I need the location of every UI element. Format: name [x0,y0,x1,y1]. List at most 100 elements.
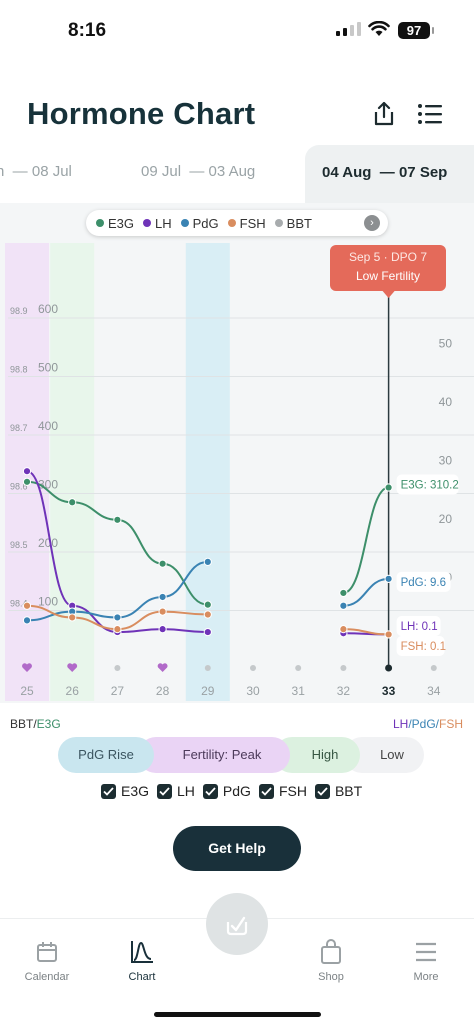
x-tick-label: 31 [292,684,306,698]
chart-icon [131,941,153,963]
home-indicator [154,1012,321,1017]
callout-e3g-box [396,474,459,495]
right-tick-label: 20 [439,512,453,526]
toggle-e3g[interactable]: E3G [101,783,149,799]
data-point-pdg [339,601,348,610]
toggle-pdg[interactable]: PdG [202,783,251,799]
legend-expand-icon[interactable]: › [364,215,380,231]
checkbox-checked-icon[interactable] [314,783,330,799]
axis-tag-pdg: /PdG/ [408,717,439,731]
series-line-e3g [343,486,389,594]
callout-pdg-box [396,571,451,592]
callout-e3g-text: E3G: 310.2 [401,480,459,492]
data-point-fsh [158,607,167,616]
data-point-pdg [22,616,32,625]
bbt-tick-label: 98.7 [10,423,28,433]
tab-shop[interactable]: Shop [291,937,371,983]
tooltip-box [330,245,446,291]
callout-fsh: FSH: 0.1 [396,636,446,656]
range-prev-prev[interactable]: n — 08 Jul [0,163,72,180]
data-point-lh [158,625,167,634]
page-title: Hormone Chart [27,96,256,131]
wifi-icon [368,21,390,36]
heart-icon [67,663,78,672]
checkbox-checked-icon[interactable] [202,783,218,799]
toggle-lh[interactable]: LH [157,783,195,799]
day-dot [295,665,302,671]
checkbox-checked-icon[interactable] [157,783,173,799]
get-help-button[interactable]: Get Help [173,826,301,871]
data-point-e3g [203,600,212,609]
day-dot [340,665,347,671]
test-check-icon [226,916,248,936]
data-point-fsh [22,601,32,610]
tab-label: Shop [318,971,344,983]
data-point-lh [22,467,32,476]
data-point-pdg [158,592,167,602]
chart-svg[interactable]: 100 98.4 200 98.5 300 98.6 400 98.7 500 98.8 600 98… [0,203,474,703]
e3g-tick-label: 100 [38,595,58,609]
tooltip-line1: Sep 5 · DPO 7 [349,250,427,264]
e3g-tick-label: 500 [38,361,58,375]
callout-pdg: PdG: 9.6 [396,571,451,592]
right-tick-label: 30 [439,454,453,468]
status-pdg-rise: PdG Rise [58,737,154,773]
x-tick-label: 32 [337,684,351,698]
calendar-icon [37,942,57,962]
callout-lh-text: LH: 0.1 [401,621,438,633]
tab-label: More [413,971,439,983]
callout-lh-box [396,616,441,636]
tooltip: Sep 5 · DPO 7 Low Fertility [330,245,446,298]
hormone-chart[interactable]: 100 98.4 200 98.5 300 98.6 400 98.7 500 98.8 600 98… [0,203,474,703]
legend-item-e3g: E3G [96,216,134,231]
checkbox-checked-icon[interactable] [258,783,274,799]
phase-band-29 [185,243,230,701]
list-menu-icon[interactable] [417,103,443,125]
series-legend: E3G LH PdG FSH BBT › [86,210,388,236]
e3g-tick-label: 200 [38,536,58,550]
right-tick-label: 50 [439,337,453,351]
bbt-tick-label: 98.8 [10,365,28,375]
x-tick-label: 26 [66,684,80,698]
bbt-tick-label: 98.4 [10,599,28,609]
day-dot [430,665,437,671]
tooltip-arrow [382,291,395,298]
axis-tag-fsh: FSH [439,717,463,731]
callout-fsh-box [396,636,445,656]
data-point-e3g [113,515,122,524]
data-point-e3g [158,559,167,568]
tab-chart[interactable]: Chart [102,937,182,983]
x-tick-label: 34 [427,684,441,698]
tab-more[interactable]: More [386,937,466,983]
log-test-button[interactable] [206,893,268,955]
range-prev[interactable]: 09 Jul — 03 Aug [141,163,256,180]
tooltip-line2: Low Fertility [356,269,420,283]
x-tick-label: 29 [201,684,215,698]
share-icon[interactable] [370,100,398,128]
tab-calendar[interactable]: Calendar [7,937,87,983]
status-peak: Fertility: Peak [138,737,290,773]
data-point-e3g [68,498,77,507]
checkbox-checked-icon[interactable] [101,783,116,799]
data-point-fsh [339,625,348,634]
day-dot [204,665,211,671]
x-tick-label: 25 [20,684,34,698]
tab-label: Chart [128,971,156,983]
legend-item-fsh: FSH [227,216,266,231]
day-dot [250,665,256,671]
e3g-tick-label: 300 [38,478,58,492]
x-tick-label: 33 [382,684,396,698]
x-tick-label: 27 [111,684,125,698]
x-tick-label: 28 [156,684,170,698]
series-toggles: E3G LH PdG FSH BBT [101,783,362,799]
data-point-lh [203,627,212,637]
callout-lh: LH: 0.1 [396,616,441,636]
heart-icon [22,663,32,672]
legend-item-lh: LH [143,216,172,231]
phase-band-26 [50,243,95,701]
range-current[interactable]: 04 Aug — 07 Sep [305,145,474,203]
toggle-bbt[interactable]: BBT [314,783,362,799]
data-point-pdg [203,557,212,566]
axis-tags: BBT/E3G LH/PdG/FSH [0,717,474,735]
toggle-fsh[interactable]: FSH [258,783,307,799]
